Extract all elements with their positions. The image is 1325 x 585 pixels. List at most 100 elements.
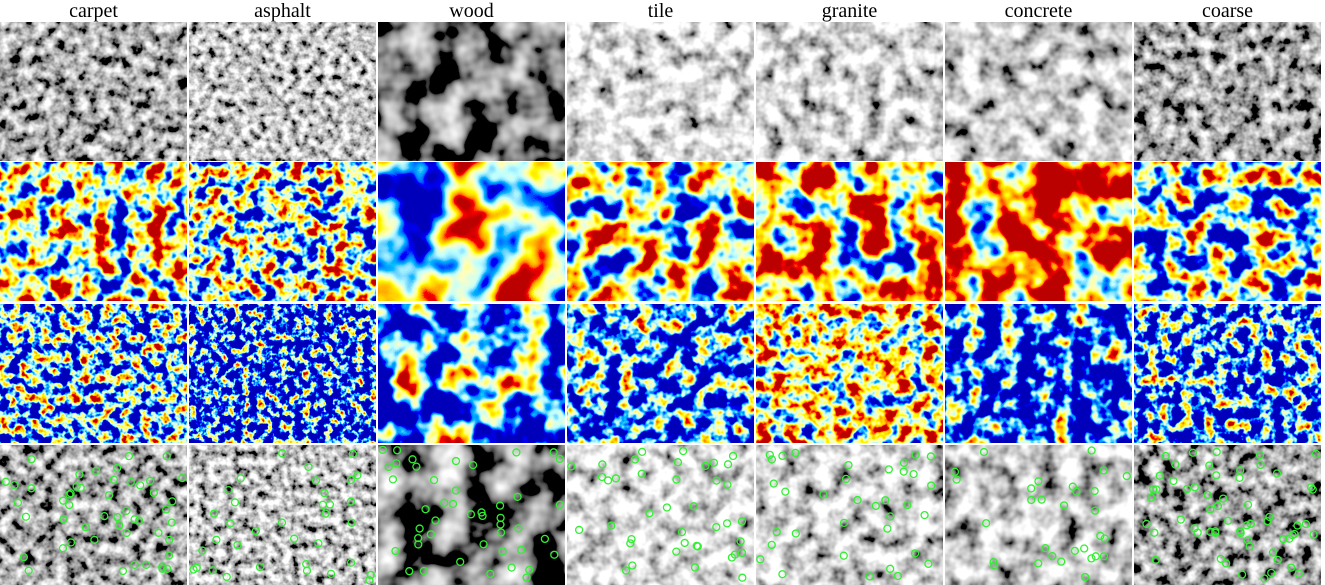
keypoint-marker bbox=[168, 497, 177, 506]
keypoint-marker bbox=[672, 547, 681, 556]
keypoint-marker bbox=[990, 561, 999, 570]
keypoint-marker bbox=[1087, 446, 1096, 455]
keypoint-marker bbox=[1273, 555, 1282, 565]
texture-image bbox=[378, 22, 565, 161]
keypoint-marker bbox=[392, 459, 401, 468]
keypoint-marker bbox=[1235, 473, 1244, 482]
keypoint-marker bbox=[24, 566, 33, 575]
keypoint-marker bbox=[1245, 542, 1254, 551]
keypoint-marker bbox=[926, 452, 936, 461]
keypoint-marker bbox=[728, 451, 738, 461]
keypoint-marker bbox=[1142, 519, 1151, 529]
keypoint-marker bbox=[208, 566, 217, 575]
keypoint-marker bbox=[478, 511, 487, 521]
keypoint-marker bbox=[1171, 460, 1180, 469]
keypoint-marker bbox=[255, 562, 265, 572]
keypoint-marker bbox=[628, 561, 637, 570]
keypoint-marker bbox=[692, 541, 701, 550]
keypoint-marker bbox=[621, 566, 631, 575]
keypoint-marker bbox=[627, 534, 636, 544]
keypoint-marker bbox=[1288, 531, 1297, 540]
keypoint-marker bbox=[598, 460, 607, 469]
keypoint-marker bbox=[1206, 505, 1215, 514]
keypoint-marker bbox=[1190, 483, 1199, 492]
keypoint-marker bbox=[76, 483, 85, 493]
keypoint-marker bbox=[495, 501, 505, 510]
keypoint-marker bbox=[251, 526, 261, 536]
keypoint-marker bbox=[1152, 485, 1161, 494]
keypoint-marker bbox=[1260, 574, 1269, 583]
keypoint-marker bbox=[1212, 447, 1221, 457]
keypoint-marker bbox=[419, 566, 429, 576]
keypoint-marker bbox=[574, 525, 584, 535]
column-label: tile bbox=[648, 0, 674, 22]
keypoint-marker bbox=[844, 460, 853, 470]
detection-image bbox=[189, 445, 376, 585]
keypoint-marker bbox=[1182, 484, 1192, 494]
keypoint-marker bbox=[865, 572, 874, 581]
keypoint-marker bbox=[113, 463, 122, 473]
column-label: wood bbox=[449, 0, 493, 22]
keypoint-marker bbox=[1293, 521, 1302, 530]
keypoint-marker bbox=[910, 549, 920, 558]
keypoint-marker bbox=[1059, 501, 1069, 510]
keypoint-marker bbox=[1246, 519, 1255, 529]
keypoint-marker bbox=[415, 524, 424, 533]
keypoint-marker bbox=[1169, 476, 1178, 486]
keypoint-marker bbox=[440, 498, 449, 507]
keypoint-marker bbox=[318, 500, 327, 509]
keypoint-marker bbox=[723, 480, 732, 489]
keypoint-marker bbox=[365, 576, 374, 585]
keypoint-marker bbox=[1287, 563, 1296, 572]
keypoint-marker bbox=[767, 540, 776, 550]
response-map-image bbox=[189, 304, 376, 443]
keypoint-marker bbox=[903, 500, 912, 510]
keypoint-marker bbox=[346, 497, 356, 506]
keypoint-marker bbox=[952, 475, 961, 484]
keypoint-marker bbox=[1263, 517, 1272, 526]
keypoint-marker bbox=[853, 495, 862, 505]
keypoint-marker bbox=[736, 537, 745, 546]
keypoint-marker bbox=[486, 569, 495, 578]
keypoint-marker bbox=[66, 489, 75, 498]
keypoint-marker bbox=[886, 512, 895, 521]
keypoint-marker bbox=[130, 560, 139, 570]
keypoint-marker bbox=[388, 475, 398, 484]
heatmap-image bbox=[378, 162, 565, 301]
keypoint-marker bbox=[514, 524, 523, 533]
keypoint-marker bbox=[236, 474, 245, 483]
heatmap-image bbox=[0, 162, 187, 301]
response-map-image bbox=[1134, 304, 1321, 443]
response-map-image bbox=[945, 304, 1132, 443]
keypoint-marker bbox=[314, 539, 323, 548]
heatmap-image bbox=[756, 162, 943, 301]
keypoint-marker bbox=[1267, 568, 1276, 578]
keypoint-marker bbox=[689, 502, 699, 511]
keypoint-marker bbox=[549, 448, 558, 457]
keypoint-marker bbox=[765, 450, 774, 460]
keypoint-marker bbox=[690, 563, 700, 572]
keypoint-marker bbox=[555, 500, 565, 509]
keypoint-marker bbox=[920, 510, 929, 520]
keypoint-marker bbox=[1070, 546, 1080, 556]
keypoint-marker bbox=[226, 519, 235, 528]
keypoint-marker bbox=[27, 484, 36, 493]
keypoint-marker bbox=[136, 481, 145, 490]
keypoint-marker bbox=[1306, 483, 1316, 492]
keypoint-marker bbox=[1213, 501, 1223, 511]
keypoint-marker bbox=[1268, 548, 1278, 557]
keypoint-marker bbox=[712, 476, 721, 485]
keypoint-marker bbox=[883, 524, 892, 533]
keypoint-marker bbox=[19, 552, 29, 562]
keypoint-marker bbox=[1034, 559, 1043, 568]
keypoint-marker bbox=[680, 538, 689, 548]
keypoint-marker bbox=[567, 462, 576, 471]
keypoint-marker bbox=[346, 558, 356, 567]
keypoint-marker bbox=[1309, 530, 1318, 539]
keypoint-marker bbox=[321, 509, 330, 518]
keypoint-marker bbox=[1206, 527, 1215, 537]
keypoint-marker bbox=[727, 553, 737, 562]
keypoint-marker bbox=[772, 527, 781, 537]
keypoint-marker bbox=[1256, 460, 1265, 470]
